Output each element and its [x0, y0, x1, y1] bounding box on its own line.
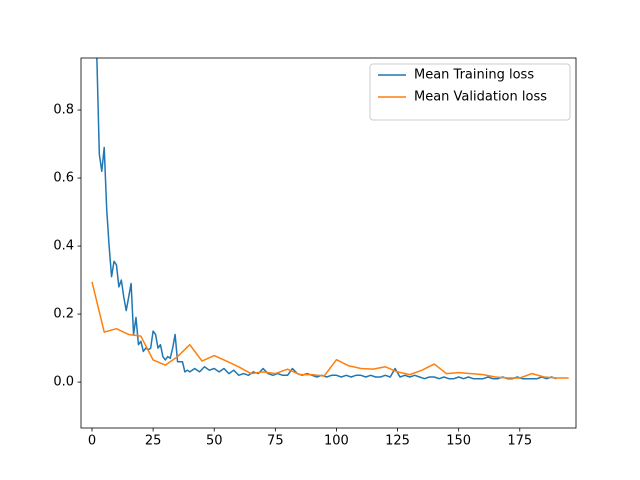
x-tick-label: 175 — [507, 434, 532, 449]
x-tick-label: 50 — [206, 434, 223, 449]
x-tick-label: 100 — [324, 434, 349, 449]
legend-label: Mean Validation loss — [414, 90, 547, 105]
x-tick-label: 150 — [446, 434, 471, 449]
y-tick-label: 0.8 — [53, 103, 74, 118]
x-tick-label: 25 — [145, 434, 162, 449]
x-tick-label: 75 — [267, 434, 284, 449]
data-line — [96, 58, 557, 380]
x-tick-label: 0 — [88, 434, 96, 449]
legend-label: Mean Training loss — [414, 68, 534, 83]
axes-frame — [80, 57, 577, 429]
plot-area — [91, 58, 569, 380]
data-line — [91, 281, 569, 379]
legend-box — [369, 63, 571, 121]
x-tick-label: 125 — [385, 434, 410, 449]
y-tick-label: 0.6 — [53, 171, 74, 186]
y-tick-label: 0.2 — [53, 307, 74, 322]
y-tick-label: 0.0 — [53, 375, 74, 390]
y-tick-label: 0.4 — [53, 239, 74, 254]
